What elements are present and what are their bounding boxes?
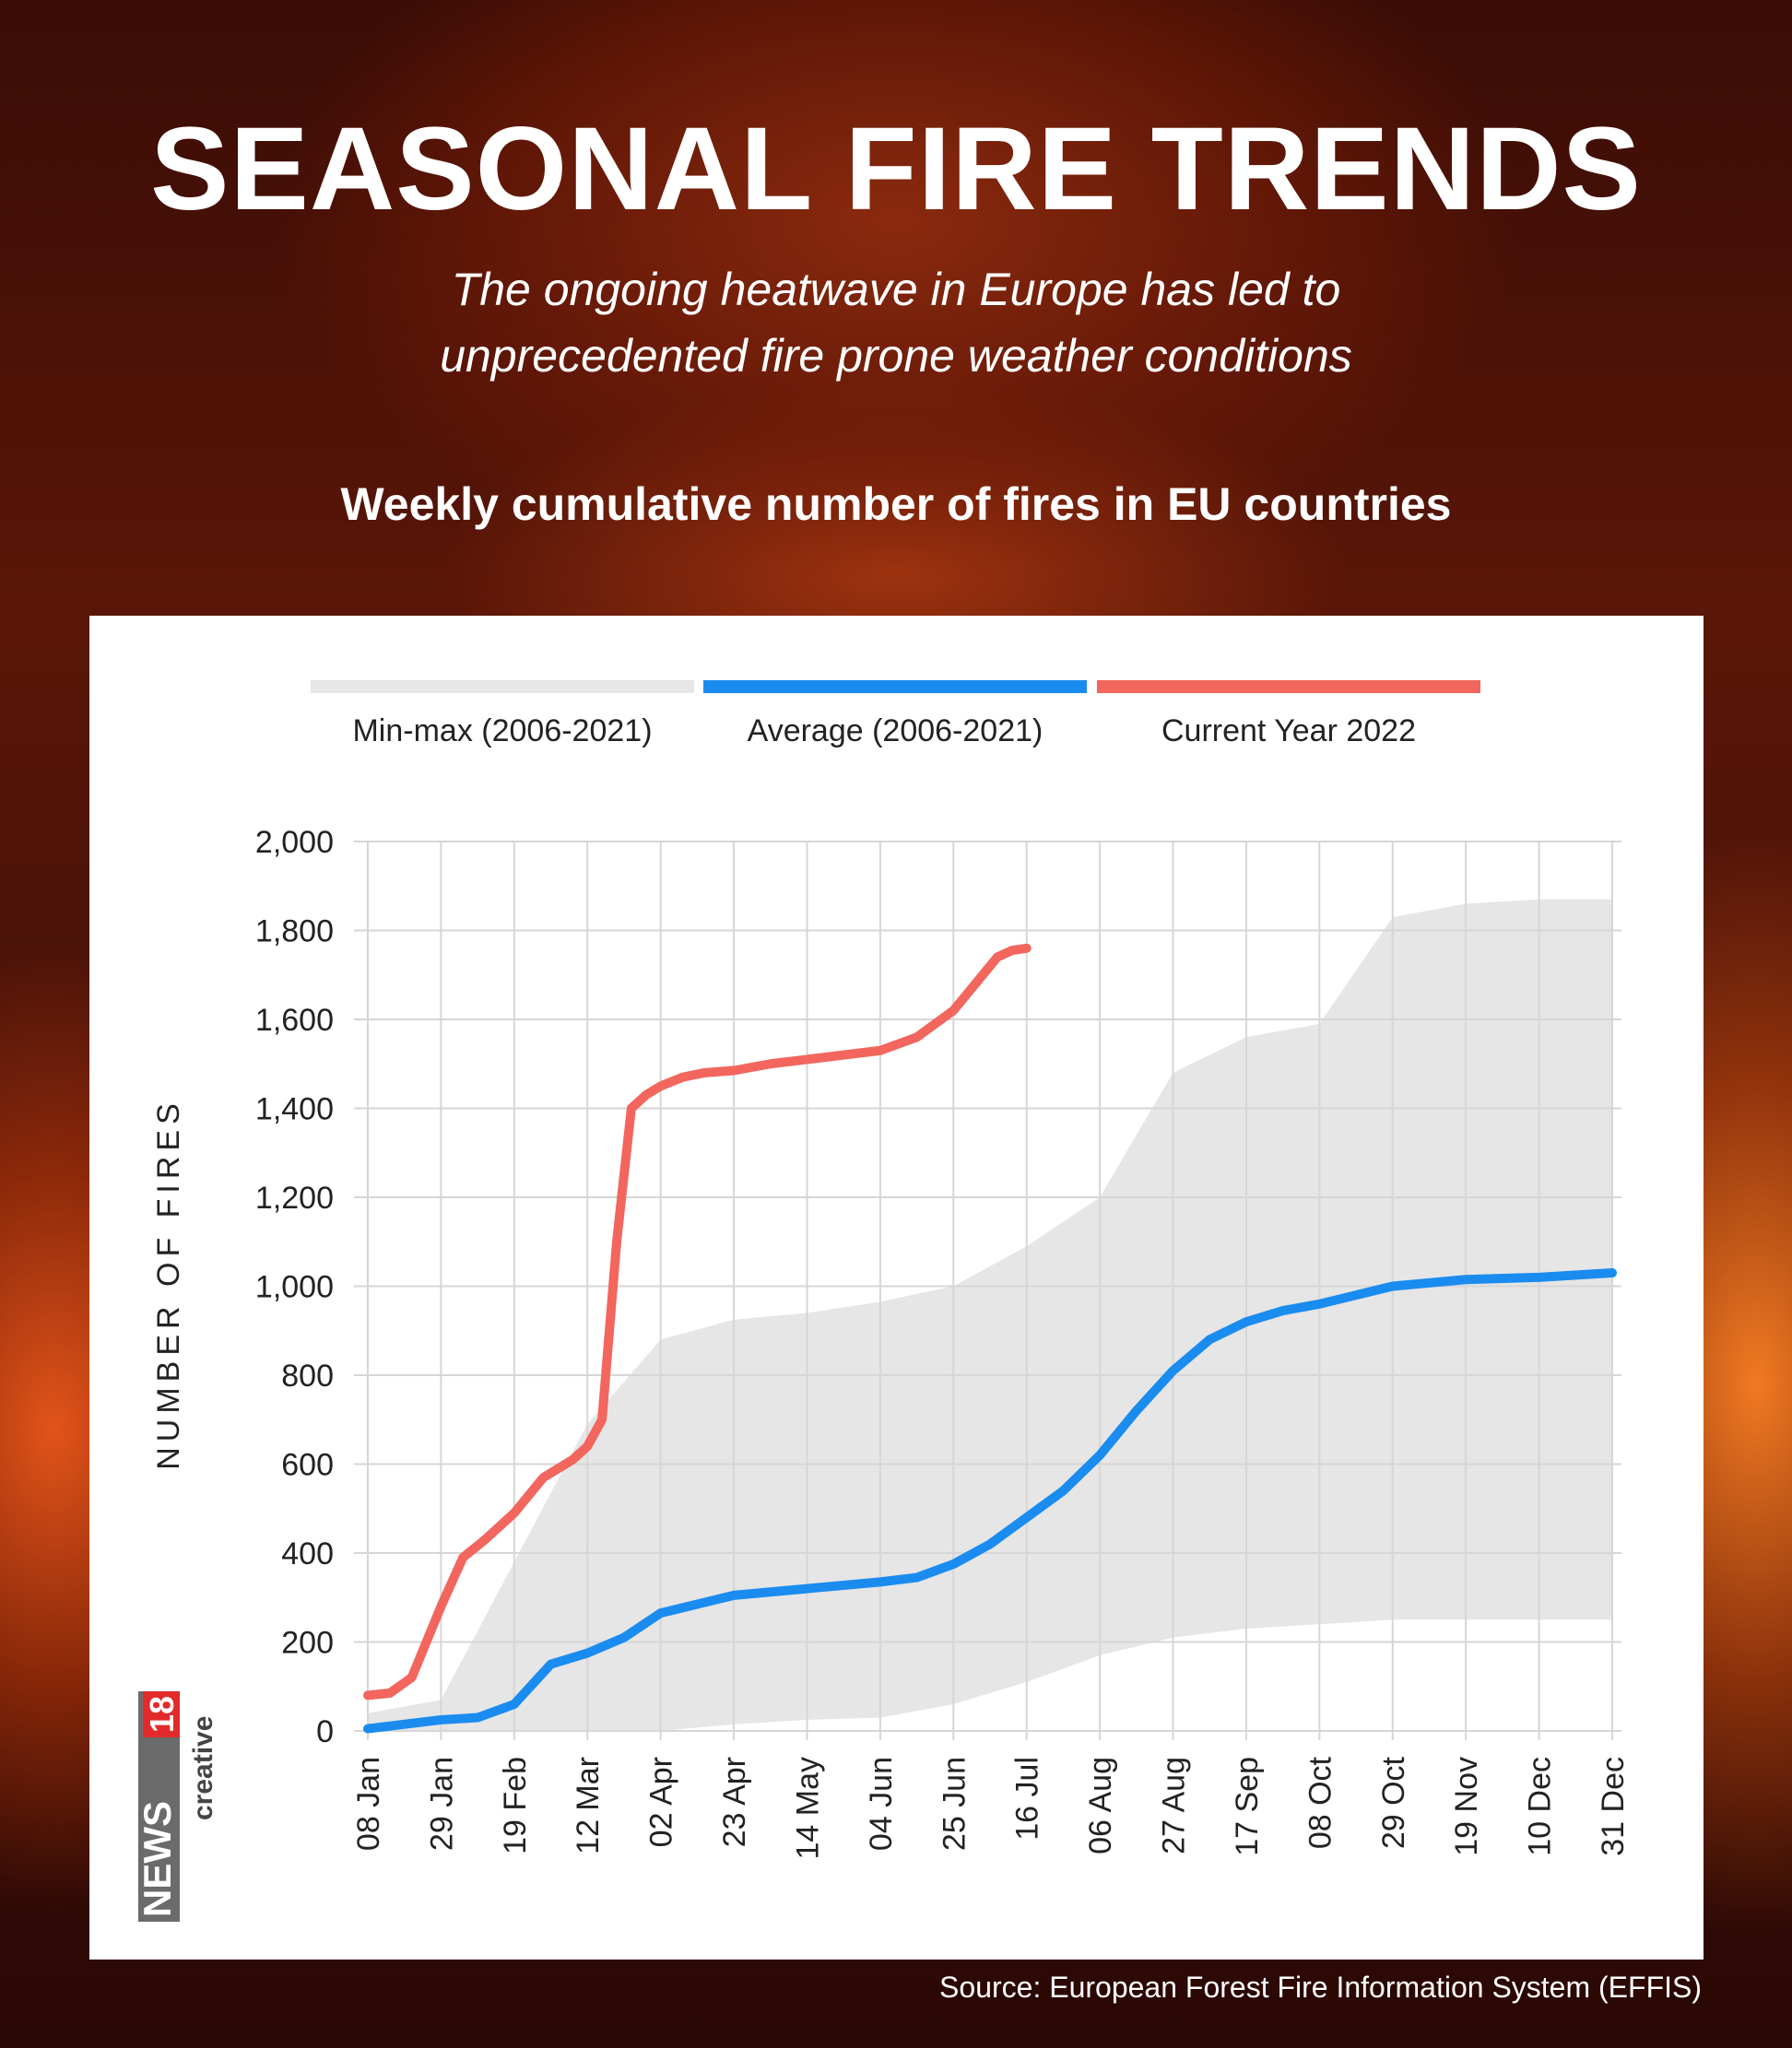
legend-swatch-2 bbox=[703, 680, 1087, 693]
y-tick-label: 800 bbox=[281, 1359, 334, 1394]
x-tick-label: 27 Aug bbox=[1157, 1757, 1192, 1854]
x-tick-label: 02 Apr bbox=[644, 1757, 679, 1847]
x-tick-label: 19 Feb bbox=[498, 1757, 533, 1854]
page-title: SEASONAL FIRE TRENDS bbox=[150, 103, 1642, 235]
x-tick-label: 25 Jun bbox=[937, 1757, 972, 1851]
x-tick-label: 10 Dec bbox=[1523, 1757, 1558, 1856]
y-tick-label: 1,200 bbox=[255, 1181, 334, 1216]
minmax-band bbox=[368, 899, 1612, 1731]
svg-text:18: 18 bbox=[143, 1696, 181, 1733]
x-tick-label: 23 Apr bbox=[717, 1757, 752, 1847]
legend-swatch-1 bbox=[311, 680, 694, 693]
legend-label-1: Min-max (2006-2021) bbox=[352, 713, 652, 748]
x-tick-label: 06 Aug bbox=[1083, 1757, 1118, 1854]
x-tick-label: 04 Jun bbox=[864, 1757, 899, 1851]
y-tick-label: 1,400 bbox=[255, 1092, 334, 1127]
y-tick-label: 600 bbox=[281, 1448, 334, 1483]
chart-panel: Min-max (2006-2021) Average (2006-2021) Cu… bbox=[89, 616, 1704, 1960]
x-tick-label: 31 Dec bbox=[1596, 1757, 1631, 1856]
current-year-line bbox=[363, 943, 1032, 1701]
y-tick-label: 1,000 bbox=[255, 1270, 334, 1305]
subtitle-line-1: The ongoing heatwave in Europe has led t… bbox=[451, 264, 1341, 315]
y-tick-label: 200 bbox=[281, 1626, 334, 1661]
x-tick-label: 16 Jul bbox=[1010, 1757, 1045, 1841]
legend-label-3: Current Year 2022 bbox=[1161, 713, 1416, 748]
x-tick-label: 08 Jan bbox=[351, 1757, 386, 1851]
legend-label-2: Average (2006-2021) bbox=[748, 713, 1043, 748]
x-tick-label: 12 Mar bbox=[571, 1757, 606, 1854]
svg-text:creative: creative bbox=[188, 1716, 218, 1820]
news18-logo: NEWS 18 creative bbox=[138, 1691, 218, 1922]
average-line bbox=[363, 1268, 1617, 1734]
y-tick-label: 1,800 bbox=[255, 914, 334, 949]
y-axis-title: NUMBER OF FIRES bbox=[151, 1098, 186, 1470]
page-subtitle: The ongoing heatwave in Europe has led t… bbox=[0, 256, 1792, 389]
x-tick-label: 17 Sep bbox=[1230, 1757, 1265, 1856]
source-credit: Source: European Forest Fire Information… bbox=[939, 1971, 1702, 2004]
y-tick-label: 0 bbox=[316, 1714, 334, 1749]
svg-text:NEWS: NEWS bbox=[138, 1801, 179, 1917]
x-tick-label: 14 May bbox=[790, 1757, 825, 1860]
legend-swatch-3 bbox=[1097, 680, 1480, 693]
y-tick-label: 1,600 bbox=[255, 1003, 334, 1038]
y-tick-label: 400 bbox=[281, 1536, 334, 1571]
chart-heading: Weekly cumulative number of fires in EU … bbox=[340, 478, 1452, 530]
x-tick-label: 08 Oct bbox=[1303, 1756, 1338, 1849]
y-tick-label: 2,000 bbox=[255, 825, 334, 860]
x-tick-label: 29 Jan bbox=[424, 1757, 459, 1851]
x-tick-label: 19 Nov bbox=[1449, 1757, 1484, 1856]
chart-svg: Min-max (2006-2021) Average (2006-2021) Cu… bbox=[151, 680, 1631, 1860]
subtitle-line-2: unprecedented fire prone weather conditi… bbox=[440, 330, 1352, 382]
x-tick-label: 29 Oct bbox=[1376, 1756, 1411, 1849]
